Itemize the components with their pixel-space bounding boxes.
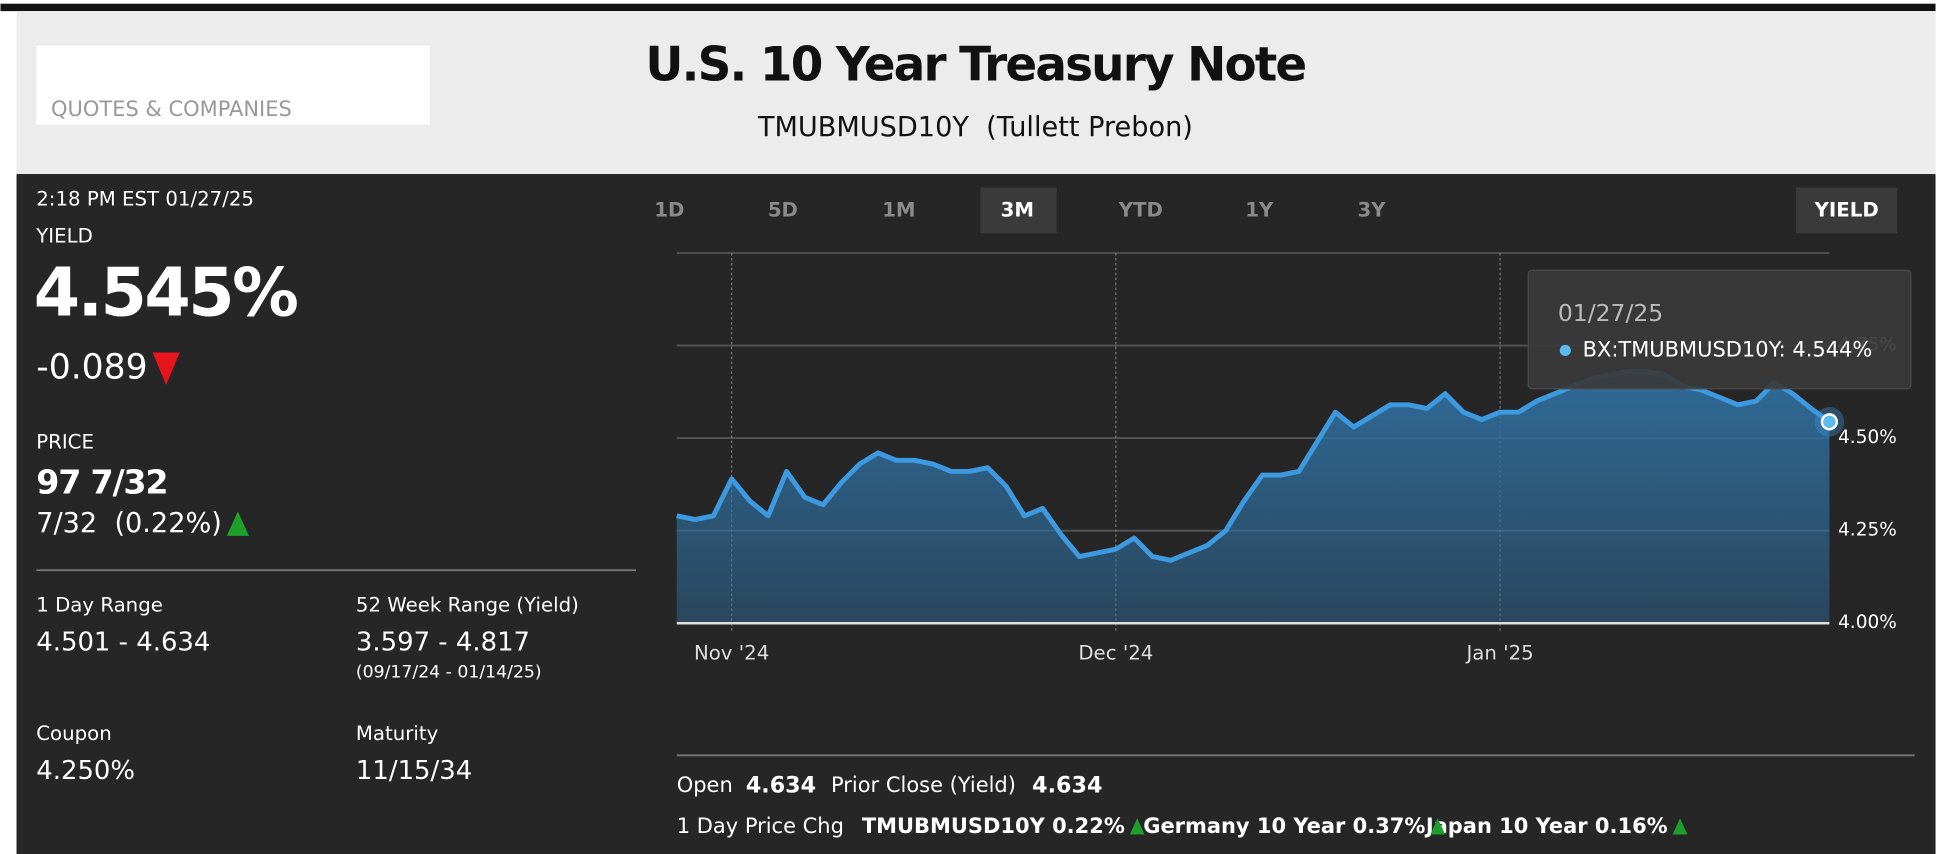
price-change: 7/32 (0.22%) xyxy=(36,508,222,539)
y-tick-label: 4.50% xyxy=(1838,427,1897,448)
y-tick-label: 4.00% xyxy=(1838,612,1897,633)
open-value: 4.634 xyxy=(746,773,816,799)
subtitle: TMUBMUSD10Y (Tullett Prebon) xyxy=(757,112,1193,143)
range-tab[interactable]: 5D xyxy=(768,199,798,222)
search-box[interactable] xyxy=(36,45,430,125)
stat-value: 4.250% xyxy=(36,756,135,786)
comparison[interactable]: Germany 10 Year 0.37% xyxy=(1143,814,1425,838)
range-tab[interactable]: 3M xyxy=(1001,199,1034,222)
active-tab[interactable] xyxy=(980,187,1057,234)
x-tick-label: Nov '24 xyxy=(694,642,769,665)
down-arrow xyxy=(152,352,180,386)
open-label: Open xyxy=(677,773,733,797)
price-chg-label: 1 Day Price Chg xyxy=(677,814,844,838)
comparison[interactable]: TMUBMUSD10Y 0.22% xyxy=(862,814,1125,838)
up-arrow xyxy=(1430,818,1446,835)
yield: 4.545% xyxy=(34,253,297,331)
comparison[interactable]: Japan 10 Year 0.16% xyxy=(1424,814,1668,838)
prior-close-label: Prior Close (Yield) xyxy=(831,773,1016,797)
stat-label: Maturity xyxy=(356,722,439,745)
tooltip-text: BX:TMUBMUSD10Y: 4.544% xyxy=(1583,337,1873,361)
x-tick-label: Jan '25 xyxy=(1464,642,1533,665)
stat-label: 52 Week Range (Yield) xyxy=(356,593,579,616)
area xyxy=(676,371,1830,624)
tooltip-date: 01/27/25 xyxy=(1558,299,1663,327)
stat-value: 11/15/34 xyxy=(356,756,472,786)
stat-label: 1 Day Range xyxy=(36,593,163,616)
mode-button[interactable] xyxy=(1796,187,1898,234)
x-tick-label: Dec '24 xyxy=(1078,642,1153,665)
yield-change: -0.089 xyxy=(36,347,147,387)
up-arrow xyxy=(1672,818,1688,835)
search-placeholder: QUOTES & COMPANIES xyxy=(51,97,292,121)
stat-value: 4.501 - 4.634 xyxy=(36,627,210,657)
stat-value: 3.597 - 4.817 xyxy=(356,627,530,657)
yield-label: YIELD xyxy=(35,224,93,247)
y-tick-label: 4.25% xyxy=(1838,520,1897,541)
range-tab[interactable]: 3Y xyxy=(1358,199,1387,222)
range-tab[interactable]: 1Y xyxy=(1245,199,1274,222)
title: U.S. 10 Year Treasury Note xyxy=(645,37,1305,92)
up-arrow xyxy=(226,511,250,536)
stat-note: (09/17/24 - 01/14/25) xyxy=(356,663,542,683)
tooltip xyxy=(1527,269,1912,390)
tooltip-dot xyxy=(1559,344,1571,357)
top-bar xyxy=(0,3,1936,12)
timestamp: 2:18 PM EST 01/27/25 xyxy=(36,187,254,210)
stat-label: Coupon xyxy=(36,722,111,745)
range-tab[interactable]: 1M xyxy=(882,199,915,222)
mode-button-label: YIELD xyxy=(1814,199,1879,222)
up-arrow xyxy=(1129,818,1145,835)
hover-point xyxy=(1820,413,1839,431)
price: 97 7/32 xyxy=(36,462,167,501)
range-tab[interactable]: YTD xyxy=(1118,199,1163,222)
range-tabs: 1D 5D 1M 3M YTD 1Y 3Y xyxy=(654,187,1387,234)
range-tab[interactable]: 1D xyxy=(654,199,684,222)
price-label: PRICE xyxy=(36,431,94,454)
prior-close-value: 4.634 xyxy=(1032,773,1102,799)
